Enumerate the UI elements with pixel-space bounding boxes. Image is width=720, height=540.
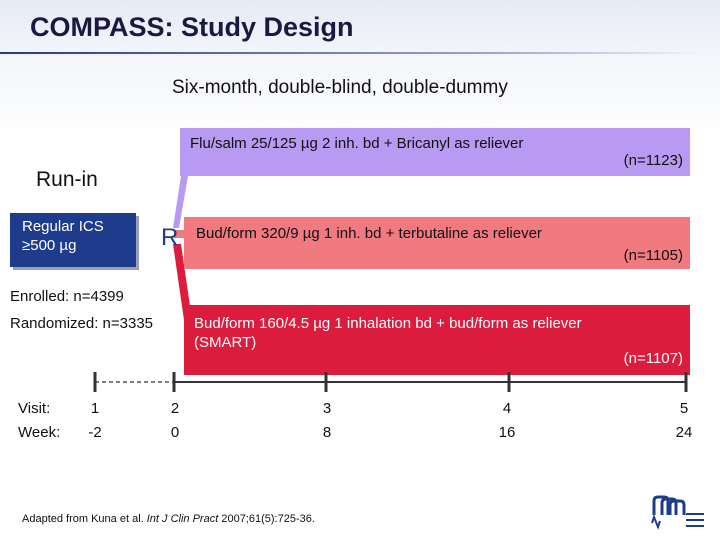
enrolled-count: Enrolled: n=4399: [10, 288, 124, 305]
visit-label: 3: [322, 400, 332, 417]
treatment-arm-flu-salm: Flu/salm 25/125 µg 2 inh. bd + Bricanyl …: [180, 128, 690, 176]
week-label: 8: [322, 424, 332, 441]
study-subtitle: Six-month, double-blind, double-dummy: [172, 77, 508, 98]
week-label: -2: [88, 424, 102, 441]
run-in-label: Run-in: [36, 168, 98, 191]
treatment-arm-bud-form-fixed: Bud/form 320/9 µg 1 inh. bd + terbutalin…: [184, 217, 690, 269]
run-in-box: Regular ICS ≥500 µg: [10, 213, 136, 267]
citation-prefix: Adapted from Kuna et al.: [22, 513, 147, 525]
arm-n: (n=1107): [623, 350, 683, 367]
visit-label: 5: [679, 400, 689, 417]
connector-arm3: [173, 244, 192, 320]
visit-label: 1: [90, 400, 100, 417]
arm-label: Bud/form 160/4.5 µg 1 inhalation bd + bu…: [194, 315, 582, 351]
visit-label: 4: [502, 400, 512, 417]
treatment-arm-smart: Bud/form 160/4.5 µg 1 inhalation bd + bu…: [184, 305, 690, 375]
week-label: 24: [675, 424, 693, 441]
randomized-count: Randomized: n=3335: [10, 315, 154, 332]
arm-label: Bud/form 320/9 µg 1 inh. bd + terbutalin…: [196, 225, 542, 242]
arm-n: (n=1123): [623, 152, 683, 169]
week-label: 16: [498, 424, 516, 441]
visit-label: 2: [170, 400, 180, 417]
week-row-label: Week:: [18, 424, 61, 441]
connector-arm2: [174, 230, 186, 238]
title-divider: [0, 52, 700, 54]
randomization-symbol: R: [161, 224, 179, 251]
arm-n: (n=1105): [623, 247, 683, 264]
page-title: COMPASS: Study Design: [30, 12, 354, 42]
visit-row-label: Visit:: [18, 400, 51, 417]
week-label: 0: [170, 424, 180, 441]
arm-label: Flu/salm 25/125 µg 2 inh. bd + Bricanyl …: [190, 135, 524, 152]
connector-arm1: [173, 176, 188, 228]
citation-suffix: 2007;61(5):725-36.: [218, 513, 315, 525]
medical-education-network-logo: [651, 495, 704, 530]
citation-journal: Int J Clin Pract: [146, 513, 219, 525]
citation: Adapted from Kuna et al. Int J Clin Prac…: [22, 513, 315, 525]
